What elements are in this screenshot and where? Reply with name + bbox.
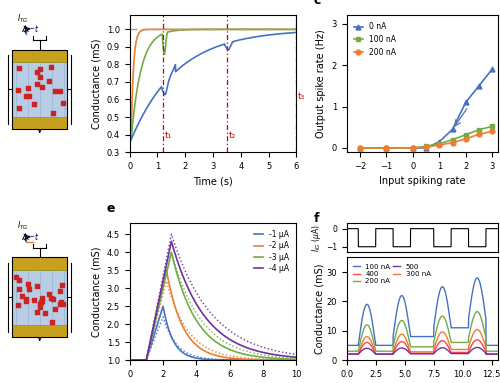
Bar (12, 117, 68, 129)
Legend: 100 nA, 400, 200 nA, 500, 300 nA: 100 nA, 400, 200 nA, 500, 300 nA (350, 261, 434, 287)
Point (48, 319, 56, 326)
Point (56, 87, 64, 93)
Point (56, 288, 64, 294)
Point (57, 299, 65, 305)
Legend: -1 μA, -2 μA, -3 μA, -4 μA: -1 μA, -2 μA, -3 μA, -4 μA (251, 227, 292, 276)
Point (24, 85, 32, 91)
Point (32, 81, 40, 87)
Point (34, 69, 42, 75)
X-axis label: Input spiking rate: Input spiking rate (379, 177, 466, 187)
Bar (12, 62, 68, 117)
Point (18, 293, 25, 299)
Point (40, 310, 48, 316)
Y-axis label: Conductance (mS): Conductance (mS) (91, 38, 101, 129)
Point (22, 296, 30, 303)
Point (30, 101, 38, 107)
Text: $I_{TG}$: $I_{TG}$ (16, 220, 28, 232)
Text: c: c (314, 0, 321, 7)
Point (14, 105, 22, 111)
Point (26, 93, 34, 99)
Text: e: e (106, 202, 115, 215)
Point (36, 74, 44, 80)
Point (50, 296, 58, 302)
Text: t₁: t₁ (164, 131, 172, 140)
Point (44, 291, 52, 297)
Bar (12, 270, 68, 325)
Point (30, 296, 38, 303)
Point (50, 88, 58, 94)
Point (46, 295, 54, 301)
Point (59, 301, 67, 307)
Bar (12, 257, 68, 270)
Point (38, 298, 46, 304)
Point (46, 64, 54, 70)
Point (22, 93, 30, 99)
Point (56, 301, 64, 307)
Point (58, 282, 66, 288)
Text: $I_{TG}$: $I_{TG}$ (16, 12, 28, 25)
Text: t₃: t₃ (298, 93, 306, 101)
Point (14, 277, 22, 283)
Text: t₂: t₂ (228, 131, 236, 140)
X-axis label: Time (s): Time (s) (193, 177, 233, 187)
Bar (12, 325, 68, 337)
Text: $t$: $t$ (34, 23, 40, 34)
Point (34, 283, 42, 290)
Point (59, 100, 67, 106)
Point (36, 304, 44, 310)
Point (15, 286, 23, 292)
Point (32, 309, 40, 315)
Point (26, 286, 34, 293)
Bar (12, 49, 68, 129)
Y-axis label: $I_{IG}$ ($\mu$A): $I_{IG}$ ($\mu$A) (310, 224, 323, 252)
Point (24, 281, 32, 287)
Y-axis label: Conductance (mS): Conductance (mS) (91, 246, 101, 337)
Point (15, 65, 23, 71)
Y-axis label: Output spike rate (Hz): Output spike rate (Hz) (316, 29, 326, 138)
Point (37, 298, 45, 304)
Point (22, 298, 30, 304)
Bar (12, 257, 68, 337)
Legend: 0 nA, 100 nA, 200 nA: 0 nA, 100 nA, 200 nA (350, 19, 399, 60)
Text: $t$: $t$ (34, 231, 40, 242)
Point (36, 301, 44, 307)
Y-axis label: Conductance (mS): Conductance (mS) (315, 264, 325, 354)
Point (38, 295, 46, 301)
Point (14, 302, 22, 308)
Point (14, 87, 22, 93)
Point (50, 306, 58, 312)
Text: f: f (314, 212, 319, 225)
Point (50, 110, 58, 116)
Bar (12, 49, 68, 62)
Point (38, 84, 46, 90)
Point (12, 274, 20, 280)
Point (44, 78, 52, 84)
Point (36, 66, 44, 72)
